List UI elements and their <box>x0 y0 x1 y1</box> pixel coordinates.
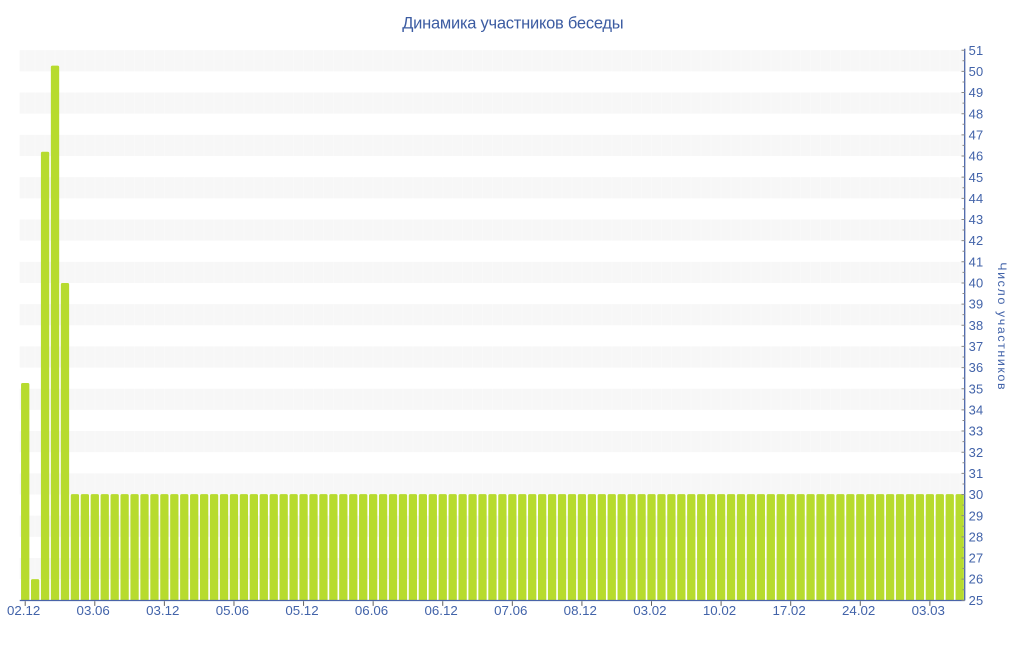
svg-text:48: 48 <box>969 106 984 121</box>
svg-text:03.06: 03.06 <box>77 603 110 618</box>
svg-text:29: 29 <box>969 508 984 523</box>
svg-text:46: 46 <box>969 149 984 164</box>
svg-text:37: 37 <box>969 339 984 354</box>
svg-text:35: 35 <box>969 381 984 396</box>
svg-text:31: 31 <box>969 466 984 481</box>
svg-text:39: 39 <box>969 297 984 312</box>
svg-text:03.12: 03.12 <box>146 603 179 618</box>
svg-text:27: 27 <box>969 551 984 566</box>
svg-text:03.02: 03.02 <box>633 603 666 618</box>
svg-text:17.02: 17.02 <box>772 603 805 618</box>
svg-text:44: 44 <box>969 191 984 206</box>
svg-text:26: 26 <box>969 572 984 587</box>
svg-text:30: 30 <box>969 487 984 502</box>
svg-text:49: 49 <box>969 85 984 100</box>
svg-text:28: 28 <box>969 529 984 544</box>
svg-text:02.12: 02.12 <box>7 603 40 618</box>
svg-text:06.06: 06.06 <box>355 603 388 618</box>
svg-text:47: 47 <box>969 127 984 142</box>
svg-text:51: 51 <box>969 43 984 58</box>
svg-text:32: 32 <box>969 445 984 460</box>
svg-text:07.06: 07.06 <box>494 603 527 618</box>
svg-text:Динамика участников беседы: Динамика участников беседы <box>402 15 623 33</box>
svg-text:03.03: 03.03 <box>912 603 945 618</box>
svg-text:10.02: 10.02 <box>703 603 736 618</box>
svg-text:05.06: 05.06 <box>216 603 249 618</box>
svg-text:50: 50 <box>969 64 984 79</box>
svg-text:33: 33 <box>969 424 984 439</box>
svg-text:08.12: 08.12 <box>564 603 597 618</box>
svg-text:43: 43 <box>969 212 984 227</box>
svg-text:45: 45 <box>969 170 984 185</box>
svg-text:25: 25 <box>969 593 984 608</box>
svg-text:40: 40 <box>969 276 984 291</box>
svg-text:36: 36 <box>969 360 984 375</box>
svg-text:38: 38 <box>969 318 984 333</box>
svg-text:Число участников: Число участников <box>995 262 1009 391</box>
svg-text:42: 42 <box>969 233 984 248</box>
svg-text:24.02: 24.02 <box>842 603 875 618</box>
svg-text:34: 34 <box>969 402 984 417</box>
svg-text:41: 41 <box>969 254 984 269</box>
svg-text:06.12: 06.12 <box>424 603 457 618</box>
svg-text:05.12: 05.12 <box>285 603 318 618</box>
